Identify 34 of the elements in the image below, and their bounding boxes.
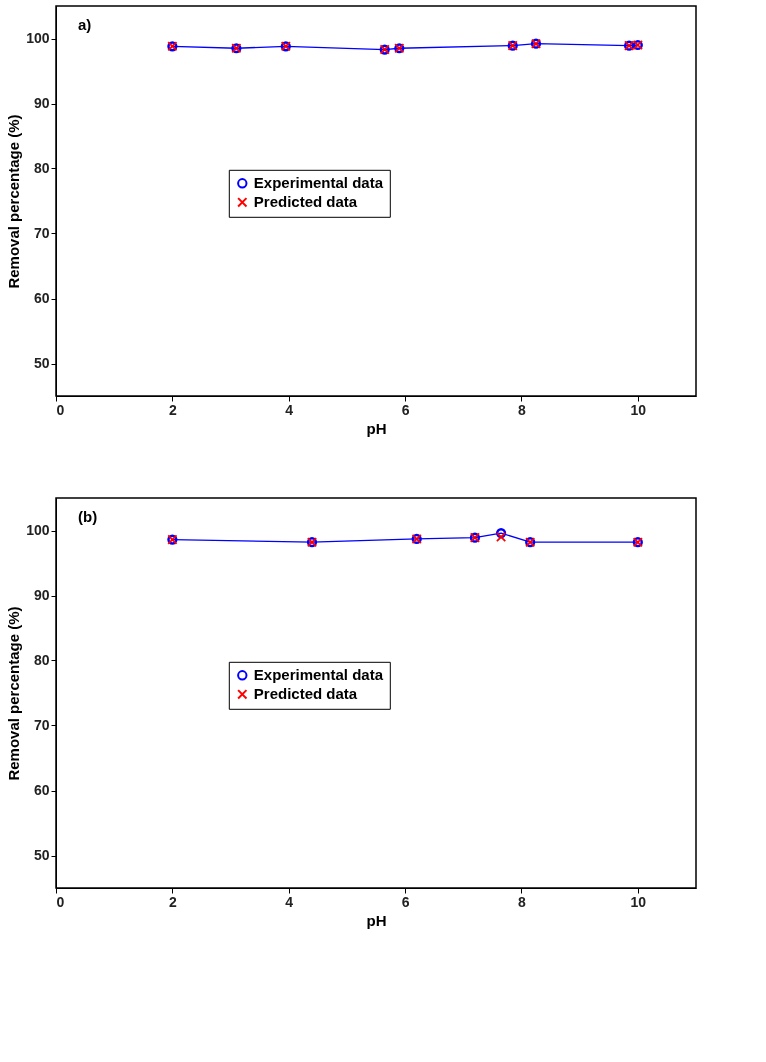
legend-label: Predicted data	[253, 193, 358, 211]
legend-label: Predicted data	[253, 685, 358, 703]
x-tick-label: 0	[56, 401, 65, 418]
x-axis-title: pH	[366, 419, 387, 437]
y-tick-label: 60	[33, 290, 50, 306]
y-tick-label: 90	[33, 95, 50, 111]
x-tick-label: 8	[518, 893, 527, 910]
text: (b)	[78, 508, 98, 525]
y-tick-label: 100	[26, 30, 50, 46]
x-axis-title: pH	[366, 911, 387, 929]
y-tick-label: 100	[26, 522, 50, 538]
x-tick-label: 6	[401, 893, 410, 910]
x-tick-label: 8	[518, 401, 527, 418]
x-tick-label: 2	[168, 401, 177, 418]
y-tick-label: 70	[33, 717, 50, 733]
x-tick-label: 10	[630, 401, 647, 418]
y-tick-label: 60	[33, 782, 50, 798]
legend-label: Experimental data	[253, 666, 384, 684]
legend-label: Experimental data	[253, 174, 384, 192]
x-tick-label: 0	[56, 893, 65, 910]
x-tick-label: 10	[630, 893, 647, 910]
y-tick-label: 50	[33, 847, 50, 863]
y-tick-label: 80	[33, 652, 50, 668]
x-tick-label: 6	[401, 401, 410, 418]
y-tick-label: 70	[33, 225, 50, 241]
x-tick-label: 4	[285, 893, 294, 910]
y-tick-label: 50	[33, 355, 50, 371]
y-tick-label: 90	[33, 587, 50, 603]
y-axis-title: Removal percentage (%)	[5, 606, 23, 781]
y-axis-title: Removal percentage (%)	[5, 114, 23, 289]
x-tick-label: 2	[168, 893, 177, 910]
text: a)	[78, 16, 92, 33]
x-tick-label: 4	[285, 401, 294, 418]
y-tick-label: 80	[33, 160, 50, 176]
